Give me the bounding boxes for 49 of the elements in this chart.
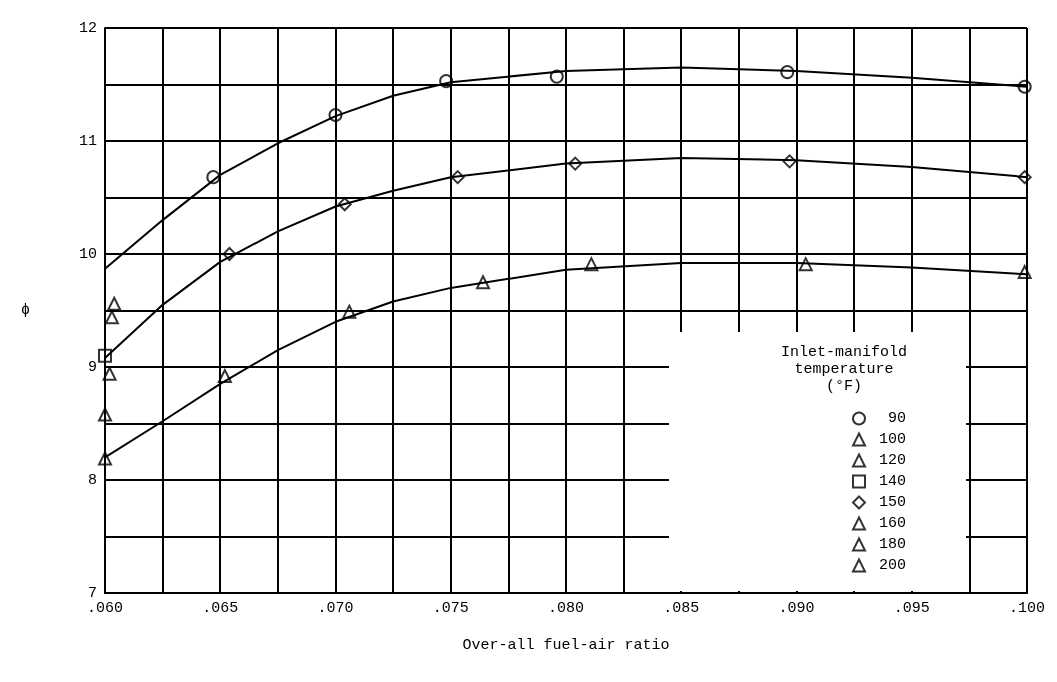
y-tick-label: 11 <box>78 132 97 150</box>
x-axis-title: Over-all fuel-air ratio <box>462 637 670 654</box>
point <box>780 65 795 80</box>
point <box>98 451 112 466</box>
point <box>568 156 583 171</box>
x-tick-label: .075 <box>432 600 469 617</box>
y-tick-label: 7 <box>87 584 97 602</box>
y-tick-label: 10 <box>78 245 97 263</box>
legend-label: 120 <box>878 452 906 469</box>
point <box>337 197 352 212</box>
legend-label: 150 <box>878 494 906 511</box>
y-axis-title: ϕ <box>20 302 30 319</box>
point <box>782 154 797 169</box>
point <box>102 366 117 381</box>
point <box>104 310 119 325</box>
point <box>342 304 357 319</box>
point <box>217 369 232 384</box>
legend-title: Inlet-manifold temperature (°F) <box>780 344 908 395</box>
y-tick-label: 8 <box>87 471 97 489</box>
point <box>1017 170 1032 185</box>
x-tick-label: .090 <box>778 600 815 617</box>
x-tick-label: .060 <box>86 600 124 617</box>
x-tick-label: .085 <box>663 600 700 617</box>
point <box>476 275 491 290</box>
legend-label: 160 <box>878 515 906 532</box>
x-tick-label: .065 <box>202 600 239 617</box>
legend-label: 90 <box>887 410 906 427</box>
x-tick-label: .080 <box>547 600 585 617</box>
point <box>450 170 465 185</box>
point <box>1017 265 1032 280</box>
x-tick-label: .070 <box>317 600 354 617</box>
point <box>549 69 564 84</box>
point <box>222 247 237 261</box>
point <box>798 257 813 272</box>
x-tick-label: .100 <box>1008 600 1045 617</box>
x-tick-label: .095 <box>893 600 930 617</box>
legend-label: 200 <box>878 557 906 574</box>
legend-label: 100 <box>878 431 906 448</box>
y-tick-label: 9 <box>87 358 97 376</box>
legend-label: 140 <box>878 473 906 490</box>
point <box>98 407 112 422</box>
point <box>584 257 599 272</box>
point <box>107 296 122 311</box>
point <box>98 348 112 363</box>
point <box>206 170 221 185</box>
point <box>328 108 343 123</box>
y-tick-label: 12 <box>78 19 97 37</box>
point <box>439 74 454 89</box>
legend-label: 180 <box>878 536 906 553</box>
